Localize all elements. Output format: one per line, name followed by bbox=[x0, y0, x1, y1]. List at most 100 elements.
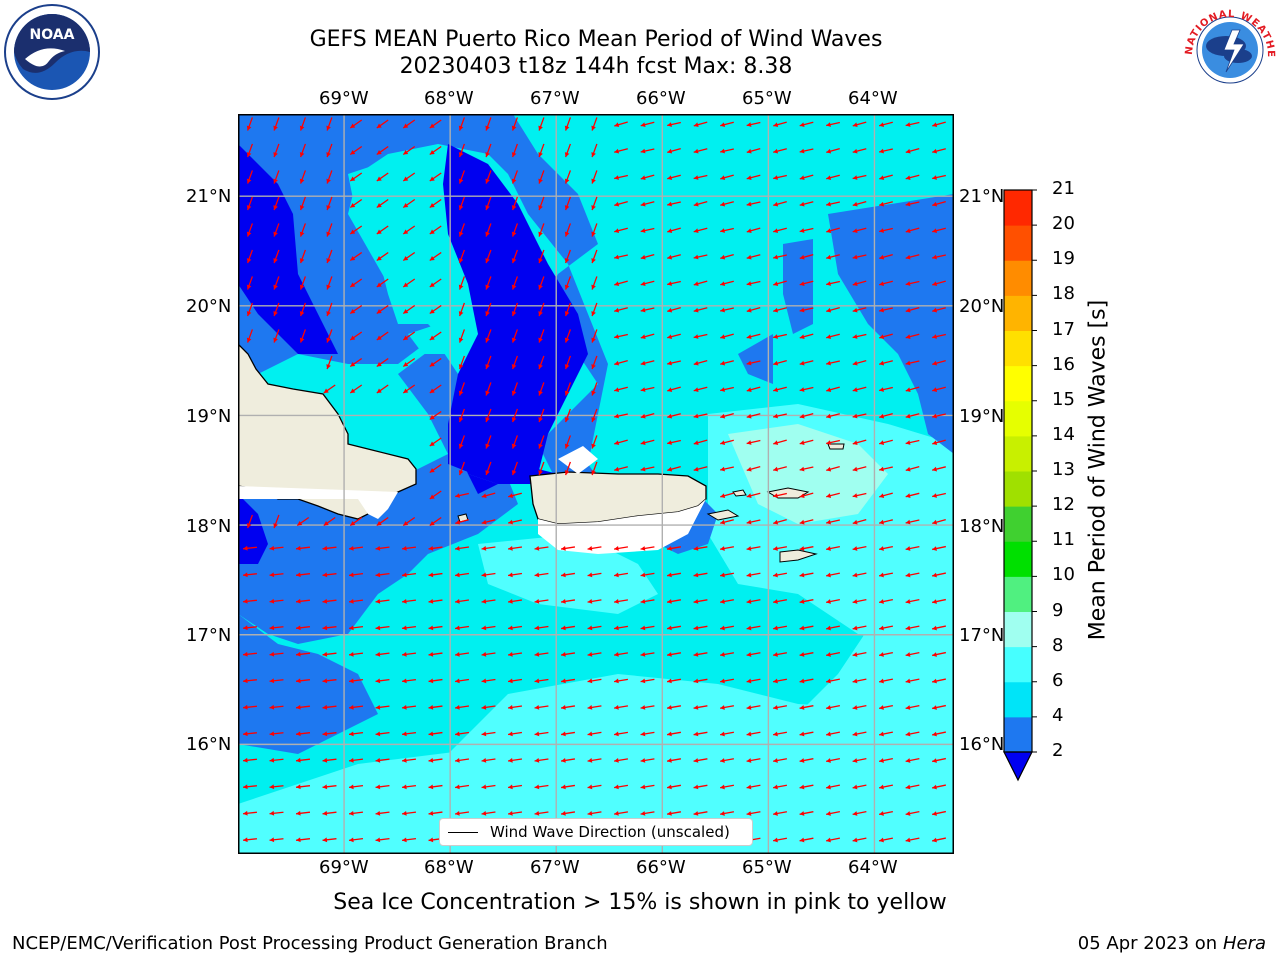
arrow-head-icon bbox=[852, 387, 858, 392]
arrow-head-icon bbox=[799, 811, 805, 816]
arrow-head-icon bbox=[667, 254, 673, 260]
arrow-head-icon bbox=[773, 811, 778, 816]
arrow-head-icon bbox=[376, 176, 382, 182]
arrow-head-icon bbox=[826, 466, 832, 472]
colorbar-segment bbox=[1004, 190, 1032, 226]
arrow-head-icon bbox=[852, 201, 858, 207]
arrow-head-icon bbox=[932, 493, 937, 498]
arrow-head-icon bbox=[852, 758, 858, 763]
arrow-head-icon bbox=[826, 625, 831, 631]
arrow-head-icon bbox=[350, 256, 356, 261]
arrow-head-icon bbox=[299, 178, 305, 184]
arrow-head-icon bbox=[561, 625, 566, 631]
arrow-head-icon bbox=[428, 651, 434, 657]
arrow-head-icon bbox=[402, 572, 407, 578]
arrow-head-icon bbox=[614, 705, 619, 710]
arrow-head-icon bbox=[429, 521, 435, 526]
arrow-head-icon bbox=[349, 678, 354, 684]
arrow-head-icon bbox=[376, 123, 382, 129]
colorbar-tick-label: 12 bbox=[1052, 494, 1075, 516]
arrow-head-icon bbox=[455, 572, 460, 578]
arrow-head-icon bbox=[932, 413, 937, 419]
arrow-head-icon bbox=[375, 598, 381, 604]
arrow-head-icon bbox=[269, 572, 275, 578]
anegada-land bbox=[827, 443, 845, 450]
arrow-head-icon bbox=[534, 705, 540, 710]
arrow-head-icon bbox=[481, 519, 487, 525]
arrow-head-icon bbox=[720, 201, 726, 207]
arrow-head-icon bbox=[746, 493, 752, 498]
arrow-head-icon bbox=[640, 387, 646, 392]
colorbar-segment bbox=[1004, 330, 1032, 367]
arrow-head-icon bbox=[667, 228, 673, 234]
arrow-head-icon bbox=[591, 417, 596, 423]
arrow-head-icon bbox=[326, 364, 331, 370]
arrow-head-icon bbox=[296, 810, 301, 816]
arrow-head-icon bbox=[564, 417, 570, 423]
arrow-head-icon bbox=[481, 598, 487, 604]
arrow-head-icon bbox=[905, 572, 911, 578]
arrow-head-icon bbox=[349, 784, 354, 790]
arrow-head-icon bbox=[591, 337, 596, 343]
arrow-head-icon bbox=[349, 731, 354, 737]
arrow-head-icon bbox=[720, 572, 725, 578]
arrow-head-icon bbox=[511, 258, 517, 264]
arrow-head-icon bbox=[640, 599, 646, 604]
arrow-head-icon bbox=[826, 254, 832, 260]
arrow-head-icon bbox=[879, 758, 884, 763]
arrow-head-icon bbox=[693, 758, 699, 763]
arrow-head-icon bbox=[746, 678, 752, 684]
arrow-head-icon bbox=[243, 572, 248, 578]
arrow-head-icon bbox=[852, 228, 858, 233]
land-mask bbox=[558, 446, 598, 474]
arrow-head-icon bbox=[455, 731, 460, 737]
arrow-head-icon bbox=[243, 757, 248, 763]
st-croix-land bbox=[779, 549, 818, 563]
arrow-head-icon bbox=[905, 360, 911, 366]
arrow-head-icon bbox=[534, 758, 540, 763]
arrow-head-icon bbox=[799, 625, 805, 631]
arrow-head-icon bbox=[852, 519, 858, 525]
arrow-head-icon bbox=[879, 678, 884, 684]
arrow-head-icon bbox=[746, 387, 752, 393]
arrow-head-icon bbox=[587, 731, 593, 737]
map-frame bbox=[238, 114, 954, 854]
arrow-head-icon bbox=[481, 810, 487, 816]
arrow-head-icon bbox=[538, 178, 543, 184]
arrow-head-icon bbox=[299, 205, 305, 211]
arrow-head-icon bbox=[403, 521, 409, 526]
arrow-head-icon bbox=[693, 625, 699, 631]
arrow-head-icon bbox=[508, 678, 513, 684]
arrow-head-icon bbox=[375, 810, 381, 816]
arrow-head-icon bbox=[667, 440, 672, 445]
arrow-head-icon bbox=[773, 519, 779, 525]
arrow-head-icon bbox=[826, 599, 831, 604]
arrow-head-icon bbox=[269, 784, 275, 790]
arrow-head-icon bbox=[429, 494, 435, 500]
arrow-head-icon bbox=[299, 125, 305, 131]
arrow-head-icon bbox=[538, 152, 543, 158]
arrow-head-icon bbox=[614, 334, 619, 339]
arrow-head-icon bbox=[746, 546, 752, 551]
arrow-head-icon bbox=[299, 284, 305, 290]
arrow-head-icon bbox=[879, 122, 885, 127]
arrow-head-icon bbox=[640, 625, 646, 631]
arrow-head-icon bbox=[852, 784, 858, 790]
arrow-head-icon bbox=[614, 307, 620, 313]
arrow-head-icon bbox=[799, 175, 805, 181]
arrow-head-icon bbox=[799, 387, 805, 392]
arrow-head-icon bbox=[720, 254, 726, 260]
lat-label-right: 20°N bbox=[959, 296, 1005, 317]
arrow-head-icon bbox=[667, 175, 673, 180]
arrow-head-icon bbox=[538, 311, 543, 317]
arrow-head-icon bbox=[243, 810, 248, 816]
lon-label-top: 64°W bbox=[848, 88, 898, 109]
arrow-head-icon bbox=[773, 334, 778, 339]
arrow-head-icon bbox=[428, 731, 434, 737]
arrow-head-icon bbox=[376, 309, 382, 314]
noaa-logo: NOAA bbox=[3, 3, 101, 101]
noaa-logo-icon: NOAA bbox=[4, 4, 100, 100]
arrow-head-icon bbox=[349, 757, 354, 763]
arrow-head-icon bbox=[932, 546, 937, 551]
arrow-head-icon bbox=[746, 201, 752, 207]
